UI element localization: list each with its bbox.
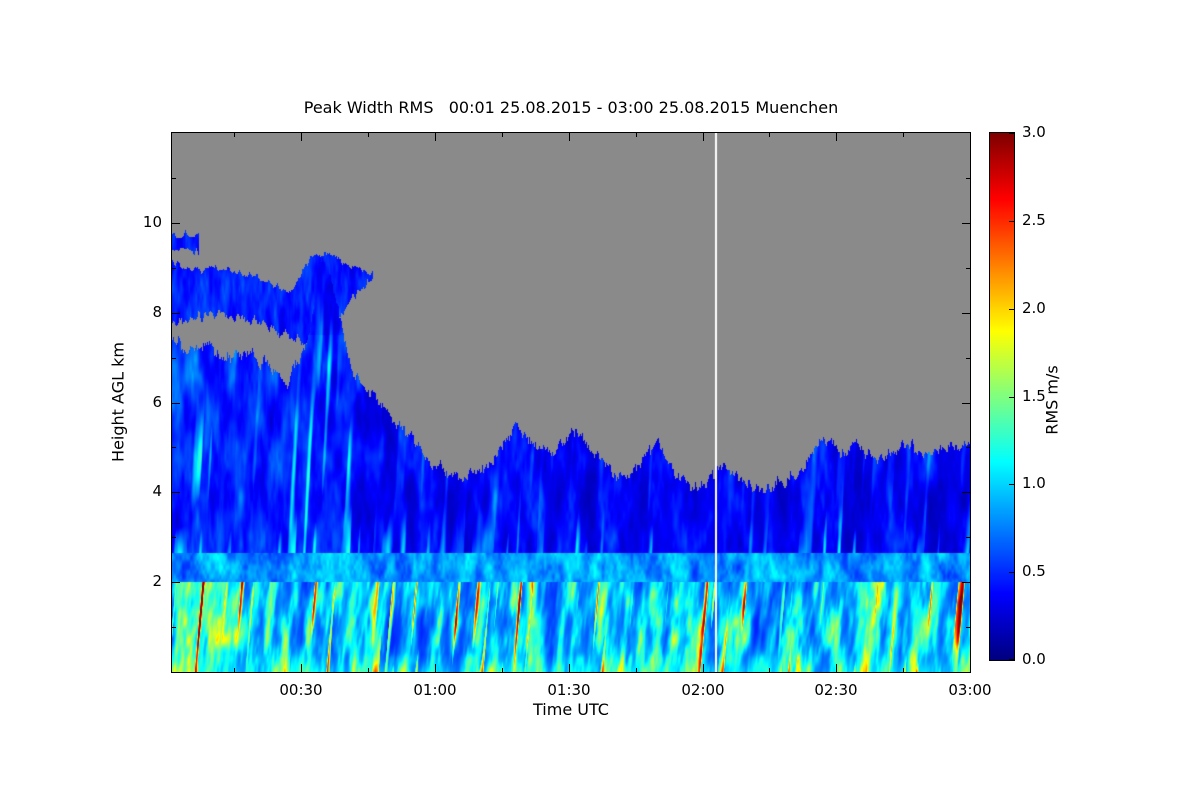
y-tick-mark bbox=[172, 223, 180, 224]
y-minor-tick-mark bbox=[966, 537, 970, 538]
x-tick-label: 03:00 bbox=[948, 681, 992, 699]
colorbar-tick-label: 3.0 bbox=[1022, 123, 1046, 141]
colorbar-tick-mark bbox=[1009, 221, 1014, 222]
colorbar-tick-mark bbox=[1009, 484, 1014, 485]
colorbar-tick-label: 2.5 bbox=[1022, 211, 1046, 229]
y-minor-tick-mark bbox=[172, 627, 176, 628]
colorbar-tick-label: 0.5 bbox=[1022, 562, 1046, 580]
x-minor-tick-mark bbox=[636, 133, 637, 137]
y-minor-tick-mark bbox=[172, 178, 176, 179]
x-minor-tick-mark bbox=[234, 133, 235, 137]
colorbar-tick-mark bbox=[1009, 397, 1014, 398]
x-minor-tick-mark bbox=[502, 668, 503, 672]
x-minor-tick-mark bbox=[769, 668, 770, 672]
y-tick-mark bbox=[172, 403, 180, 404]
x-tick-label: 02:00 bbox=[681, 681, 725, 699]
x-minor-tick-mark bbox=[636, 668, 637, 672]
colorbar-tick-mark bbox=[1009, 572, 1014, 573]
colorbar-tick-mark bbox=[1009, 133, 1014, 134]
plot-border bbox=[171, 132, 971, 673]
x-minor-tick-mark bbox=[769, 133, 770, 137]
colorbar-tick-label: 0.0 bbox=[1022, 650, 1046, 668]
colorbar-tick-label: 1.0 bbox=[1022, 474, 1046, 492]
x-tick-label: 01:00 bbox=[413, 681, 457, 699]
x-tick-mark bbox=[703, 664, 704, 672]
x-tick-mark bbox=[836, 133, 837, 141]
x-tick-label: 02:30 bbox=[814, 681, 858, 699]
x-tick-mark bbox=[435, 133, 436, 141]
y-tick-label: 2 bbox=[152, 572, 162, 590]
y-tick-mark bbox=[962, 223, 970, 224]
x-tick-mark bbox=[569, 133, 570, 141]
y-tick-mark bbox=[172, 313, 180, 314]
x-minor-tick-mark bbox=[368, 133, 369, 137]
x-tick-label: 00:30 bbox=[279, 681, 323, 699]
x-tick-mark bbox=[435, 664, 436, 672]
x-minor-tick-mark bbox=[368, 668, 369, 672]
x-tick-mark bbox=[703, 133, 704, 141]
y-tick-mark bbox=[962, 313, 970, 314]
colorbar-tick-mark bbox=[1009, 309, 1014, 310]
colorbar-tick-label: 1.5 bbox=[1022, 387, 1046, 405]
y-minor-tick-mark bbox=[172, 268, 176, 269]
y-minor-tick-mark bbox=[172, 537, 176, 538]
colorbar-tick-label: 2.0 bbox=[1022, 299, 1046, 317]
y-tick-label: 6 bbox=[152, 393, 162, 411]
x-tick-mark bbox=[569, 664, 570, 672]
y-minor-tick-mark bbox=[966, 268, 970, 269]
y-tick-mark bbox=[962, 403, 970, 404]
y-minor-tick-mark bbox=[966, 447, 970, 448]
y-tick-label: 4 bbox=[152, 482, 162, 500]
y-minor-tick-mark bbox=[966, 358, 970, 359]
x-axis-label: Time UTC bbox=[533, 700, 609, 719]
y-minor-tick-mark bbox=[966, 178, 970, 179]
y-tick-label: 10 bbox=[142, 213, 162, 231]
chart-title: Peak Width RMS 00:01 25.08.2015 - 03:00 … bbox=[303, 98, 839, 117]
x-tick-mark bbox=[970, 133, 971, 141]
y-minor-tick-mark bbox=[172, 358, 176, 359]
x-tick-label: 01:30 bbox=[547, 681, 591, 699]
x-minor-tick-mark bbox=[502, 133, 503, 137]
y-tick-mark bbox=[962, 582, 970, 583]
y-minor-tick-mark bbox=[966, 627, 970, 628]
x-minor-tick-mark bbox=[903, 133, 904, 137]
colorbar-tick-mark bbox=[1009, 659, 1014, 660]
y-minor-tick-mark bbox=[172, 447, 176, 448]
y-tick-mark bbox=[172, 492, 180, 493]
x-tick-mark bbox=[836, 664, 837, 672]
x-minor-tick-mark bbox=[903, 668, 904, 672]
x-minor-tick-mark bbox=[234, 668, 235, 672]
y-tick-mark bbox=[962, 492, 970, 493]
colorbar-border bbox=[989, 132, 1015, 661]
y-tick-label: 8 bbox=[152, 303, 162, 321]
y-tick-mark bbox=[172, 582, 180, 583]
x-tick-mark bbox=[301, 133, 302, 141]
heatmap-canvas bbox=[172, 133, 970, 672]
x-tick-mark bbox=[970, 664, 971, 672]
x-tick-mark bbox=[301, 664, 302, 672]
